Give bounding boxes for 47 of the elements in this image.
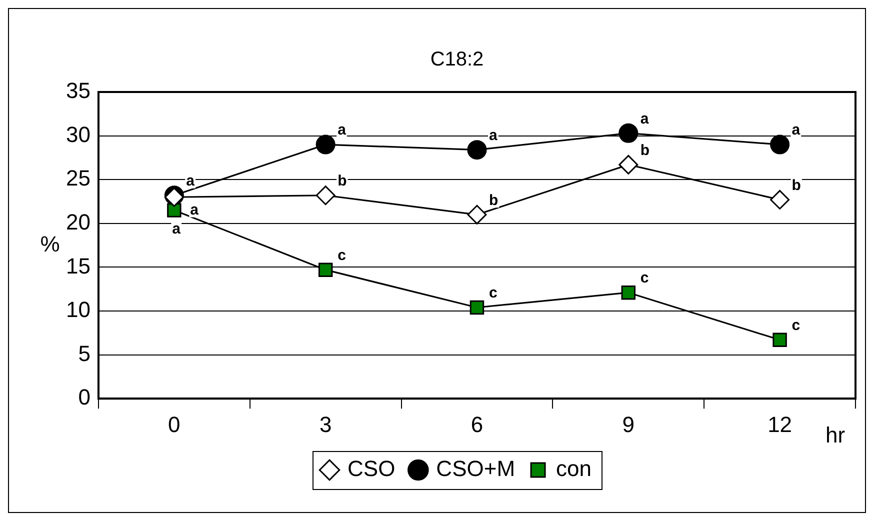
point	[470, 300, 484, 315]
point	[467, 140, 487, 160]
annotation: a	[338, 122, 347, 139]
x-tick-label: 12	[768, 412, 792, 437]
y-tick-label: 25	[66, 166, 90, 191]
annotation: a	[640, 110, 650, 128]
annotation: c	[640, 270, 649, 287]
point	[316, 186, 336, 206]
y-tick-label: 5	[78, 340, 90, 366]
annotation: a	[792, 122, 801, 139]
annotation: c	[488, 284, 498, 302]
x-tick-label: 0	[168, 412, 180, 437]
annotation: c	[338, 246, 346, 264]
x-tick-label: 6	[470, 412, 484, 437]
annotation: a	[186, 172, 196, 190]
annotation: b	[640, 142, 650, 159]
point	[621, 285, 636, 300]
y-axis-title: %	[40, 231, 60, 256]
point	[772, 332, 787, 348]
x-tick-label: 9	[622, 412, 635, 437]
y-tick-label: 35	[66, 78, 90, 104]
annotation: b	[338, 172, 347, 190]
legend-label: CSO+M	[436, 456, 516, 482]
point	[770, 190, 790, 210]
legend-label: con	[556, 456, 592, 482]
point	[618, 154, 638, 174]
x-tick-label: 3	[319, 412, 332, 437]
point	[316, 134, 336, 154]
annotation: b	[488, 192, 498, 209]
point	[318, 262, 333, 277]
annotation: a	[172, 220, 182, 238]
y-tick-label: 15	[66, 253, 90, 278]
chart-title: C18:2	[430, 48, 484, 71]
y-tick-label: 30	[66, 122, 90, 147]
annotation: b	[792, 176, 801, 194]
y-tick-label: 20	[66, 209, 90, 234]
point	[167, 203, 182, 218]
annotation: a	[488, 126, 498, 144]
point	[467, 204, 487, 224]
y-tick-label: 0	[78, 384, 90, 410]
point	[770, 134, 790, 154]
annotation: a	[190, 201, 200, 218]
y-tick-label: 10	[66, 297, 90, 322]
point	[618, 123, 638, 143]
legend-label: CSO	[348, 456, 396, 482]
x-axis-title: hr	[826, 422, 846, 448]
annotation: c	[792, 317, 800, 334]
